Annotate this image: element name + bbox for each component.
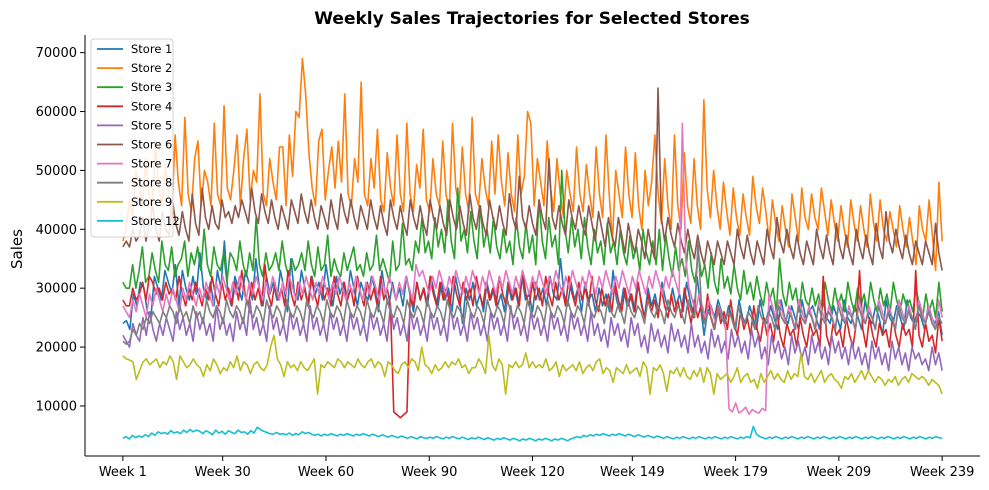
y-tick-label: 20000 <box>36 341 77 356</box>
y-tick-label: 10000 <box>36 399 77 414</box>
series-line-store-2 <box>122 57 943 272</box>
y-tick-label: 70000 <box>36 46 77 61</box>
series-line-store-6 <box>122 87 943 271</box>
y-tick-label: 30000 <box>36 282 77 297</box>
legend-label: Store 3 <box>131 80 172 94</box>
x-tick-label: Week 90 <box>401 465 457 480</box>
series-line-store-4 <box>122 263 943 419</box>
x-tick-label: Week 179 <box>703 465 768 480</box>
legend-label: Store 8 <box>131 176 172 190</box>
legend-label: Store 5 <box>131 118 172 132</box>
x-tick-label: Week 30 <box>195 465 251 480</box>
series-line-store-9 <box>122 334 943 395</box>
x-tick-label: Week 60 <box>298 465 354 480</box>
y-tick-label: 40000 <box>36 223 77 238</box>
x-tick-label: Week 239 <box>910 465 975 480</box>
series-lines <box>122 57 943 442</box>
x-tick-label: Week 149 <box>600 465 665 480</box>
legend-label: Store 2 <box>131 61 172 75</box>
x-tick-label: Week 209 <box>807 465 872 480</box>
y-tick-label: 60000 <box>36 105 77 120</box>
series-line-store-5 <box>122 299 943 372</box>
y-tick-label: 50000 <box>36 164 77 179</box>
legend-box <box>90 38 174 238</box>
legend-label: Store 12 <box>131 214 180 228</box>
y-axis-ticks: 10000 20000 30000 40000 50000 60000 70000 <box>36 46 85 414</box>
chart-title: Weekly Sales Trajectories for Selected S… <box>314 9 749 29</box>
x-axis-ticks: Week 1 Week 30 Week 60 Week 90 Week 120 Week … <box>99 456 975 480</box>
series-line-store-12 <box>122 425 943 442</box>
legend-label: Store 1 <box>131 42 172 56</box>
legend: Store 1 Store 2 Store 3 Store 4 Store 5 Store… <box>90 38 180 238</box>
legend-label: Store 6 <box>131 138 172 152</box>
legend-label: Store 4 <box>131 99 172 113</box>
y-axis-label: Sales <box>8 229 26 269</box>
series-line-store-8 <box>122 240 943 345</box>
x-tick-label: Week 120 <box>500 465 565 480</box>
legend-label: Store 9 <box>131 195 172 209</box>
series-line-store-3 <box>122 169 943 319</box>
x-tick-label: Week 1 <box>99 465 147 480</box>
plot-area <box>122 57 943 442</box>
legend-label: Store 7 <box>131 157 172 171</box>
